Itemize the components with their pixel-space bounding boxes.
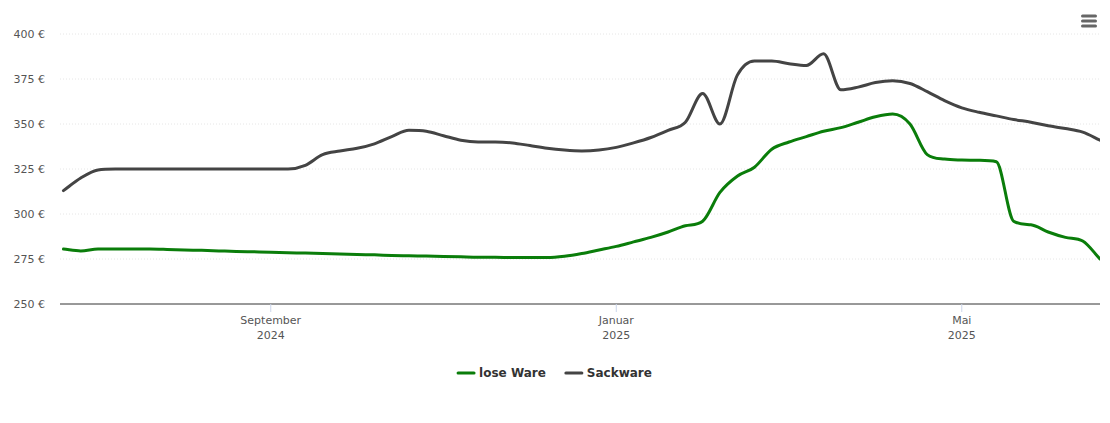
legend-swatch bbox=[458, 372, 474, 375]
grid-line bbox=[60, 124, 1100, 125]
grid-line bbox=[60, 34, 1100, 35]
series-line bbox=[63, 54, 1100, 191]
chart: 250 € 275 € 300 € 325 € 350 € 375 € 400 € Septe… bbox=[0, 0, 1110, 423]
x-tick bbox=[616, 304, 617, 312]
grid-line bbox=[60, 79, 1100, 80]
legend-swatch bbox=[566, 372, 582, 375]
y-tick-label: 325 € bbox=[14, 163, 46, 176]
x-tick-label: Januar2025 bbox=[598, 314, 635, 342]
x-tick bbox=[961, 304, 962, 312]
grid-line bbox=[60, 214, 1100, 215]
grid-line bbox=[60, 259, 1100, 260]
y-tick-label: 350 € bbox=[14, 118, 46, 131]
legend-label[interactable]: Sackware bbox=[587, 366, 652, 380]
y-tick-label: 400 € bbox=[14, 28, 46, 41]
y-tick-label: 250 € bbox=[14, 298, 46, 311]
x-tick bbox=[270, 304, 271, 312]
series-line bbox=[63, 114, 1100, 259]
legend: lose Ware Sackware bbox=[458, 366, 652, 380]
y-tick-label: 275 € bbox=[14, 253, 46, 266]
menu-button[interactable] bbox=[1081, 15, 1097, 28]
y-tick-label: 375 € bbox=[14, 73, 46, 86]
plot-area bbox=[63, 54, 1100, 259]
x-tick-label: September2024 bbox=[240, 314, 301, 342]
y-tick-label: 300 € bbox=[14, 208, 46, 221]
legend-label[interactable]: lose Ware bbox=[479, 366, 546, 380]
x-tick-label: Mai2025 bbox=[948, 314, 976, 342]
x-axis-line bbox=[60, 304, 1100, 305]
